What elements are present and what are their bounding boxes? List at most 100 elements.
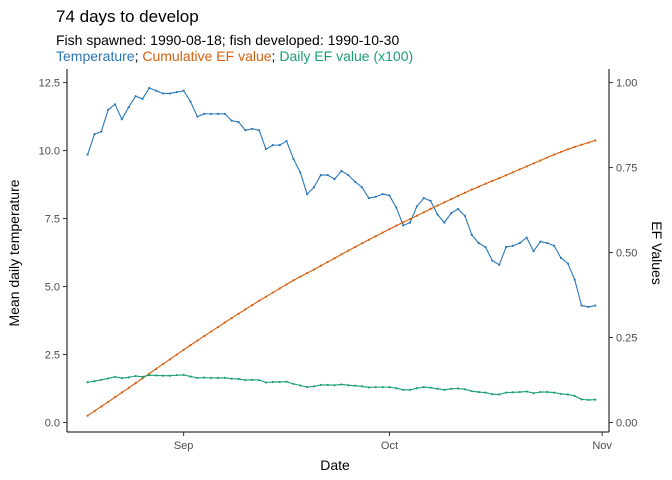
data-point — [504, 174, 508, 177]
data-point — [354, 384, 357, 387]
data-point — [223, 321, 226, 324]
data-point — [292, 157, 295, 160]
data-point — [367, 197, 370, 200]
y-right-tick-label: 0.50 — [616, 248, 637, 260]
data-point — [244, 378, 247, 382]
data-point — [244, 129, 247, 132]
data-point — [134, 95, 137, 98]
data-point — [148, 374, 151, 377]
data-point — [168, 374, 172, 377]
data-point — [127, 105, 130, 109]
data-point — [477, 390, 480, 394]
data-point — [278, 144, 281, 147]
data-point — [381, 231, 384, 234]
data-point — [113, 375, 117, 378]
data-point — [580, 143, 583, 146]
series-2 — [86, 373, 597, 402]
data-point — [470, 390, 473, 393]
data-point — [553, 244, 556, 247]
data-point — [450, 212, 453, 215]
data-point — [532, 250, 535, 253]
series-layer — [86, 86, 597, 417]
y-tick-label: 10.0 — [39, 146, 60, 158]
legend-segment: ; — [135, 48, 143, 64]
data-point — [237, 312, 240, 315]
data-point — [86, 381, 89, 384]
data-point — [477, 185, 480, 188]
data-point — [470, 233, 473, 236]
data-point — [429, 386, 432, 389]
data-point — [209, 330, 213, 333]
data-point — [120, 377, 123, 380]
y-tick-label: 2.5 — [45, 350, 60, 362]
data-point — [86, 414, 89, 417]
data-point — [559, 256, 563, 260]
data-point — [141, 375, 144, 378]
data-point — [134, 374, 137, 378]
data-point — [203, 376, 206, 379]
data-point — [237, 377, 240, 381]
data-point — [258, 378, 261, 382]
data-point — [299, 171, 302, 174]
data-point — [230, 317, 233, 320]
data-point — [333, 384, 336, 387]
data-point — [491, 179, 494, 183]
data-point — [443, 388, 446, 391]
data-point — [175, 91, 178, 94]
data-point — [477, 241, 480, 245]
data-point — [594, 398, 597, 401]
data-point — [408, 217, 412, 221]
data-point — [532, 162, 535, 165]
data-point — [155, 374, 158, 377]
axes — [66, 69, 610, 433]
data-point — [306, 272, 309, 275]
data-point — [429, 199, 432, 202]
data-point — [113, 396, 117, 399]
data-point — [422, 211, 425, 214]
y-axis-right-title: EF Values — [649, 221, 665, 285]
data-point — [258, 299, 261, 302]
data-point — [86, 153, 89, 156]
series-0 — [86, 86, 597, 309]
data-point — [285, 139, 288, 143]
data-point — [360, 385, 364, 388]
data-point — [203, 334, 206, 338]
data-point — [93, 133, 96, 136]
data-point — [223, 112, 226, 115]
data-point — [175, 353, 178, 356]
data-point — [504, 391, 508, 394]
x-axis-title: Date — [320, 457, 350, 473]
data-point — [498, 263, 501, 266]
data-point — [463, 191, 467, 194]
data-point — [120, 391, 123, 394]
data-point — [161, 374, 165, 377]
data-point — [594, 304, 597, 307]
y-axis-title: Mean daily temperature — [6, 179, 22, 326]
data-point — [374, 386, 377, 389]
data-point — [553, 153, 556, 156]
data-point — [127, 386, 130, 389]
data-point — [360, 242, 364, 245]
data-point — [559, 150, 563, 154]
data-point — [168, 92, 172, 95]
data-point — [278, 380, 281, 384]
data-point — [251, 378, 254, 381]
data-point — [546, 156, 549, 159]
data-point — [182, 89, 185, 92]
data-point — [319, 383, 322, 387]
data-point — [388, 194, 391, 197]
data-point — [422, 197, 425, 200]
data-point — [182, 373, 185, 376]
data-point — [443, 221, 446, 224]
x-tick-label: Sep — [174, 440, 194, 452]
data-point — [408, 388, 412, 391]
data-point — [374, 235, 377, 238]
data-point — [573, 145, 576, 148]
y-right-tick-label: 0.25 — [616, 333, 637, 345]
data-point — [539, 390, 542, 394]
data-point — [319, 264, 322, 267]
data-point — [292, 382, 295, 385]
data-point — [264, 381, 268, 384]
legend-segment: Temperature — [56, 48, 135, 64]
